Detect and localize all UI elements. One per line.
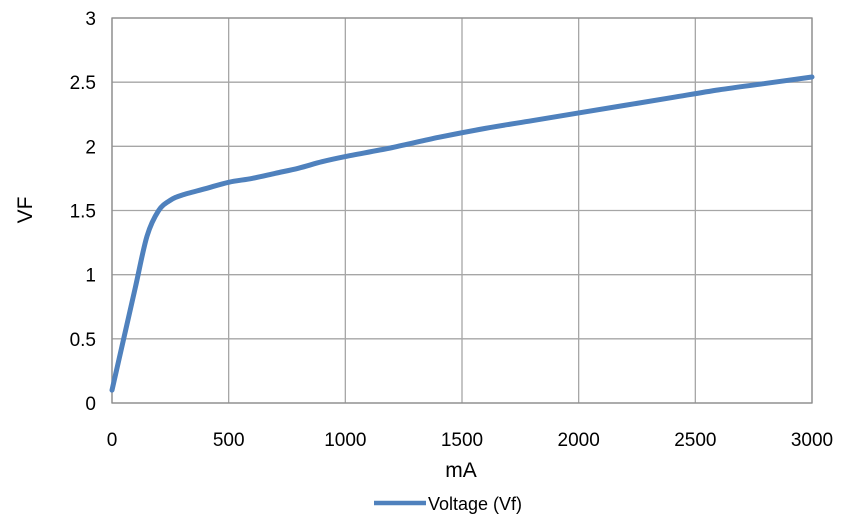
y-tick-label: 1: [85, 266, 96, 287]
y-tick-labels: 0 0.5 1 1.5 2 2.5 3: [70, 9, 96, 415]
series-layer: [109, 74, 815, 393]
y-tick-label: 0.5: [70, 330, 96, 351]
x-axis-label: mA: [445, 459, 477, 482]
y-tick-label: 3: [85, 9, 96, 30]
x-tick-label: 500: [213, 430, 245, 451]
y-tick-label: 1.5: [70, 202, 96, 223]
plot-area: [111, 17, 813, 404]
y-tick-label: 0: [85, 394, 96, 415]
y-tick-label: 2.5: [70, 73, 96, 94]
y-axis-label: VF: [14, 197, 37, 224]
x-tick-label: 1500: [441, 430, 483, 451]
x-tick-label: 2000: [558, 430, 600, 451]
x-tick-label: 2500: [674, 430, 716, 451]
series-line-voltage: [109, 74, 815, 393]
x-tick-label: 3000: [791, 430, 833, 451]
gridlines: [111, 17, 813, 404]
legend: Voltage (Vf): [374, 494, 522, 514]
x-tick-label: 1000: [324, 430, 366, 451]
x-tick-label: 0: [107, 430, 118, 451]
legend-label-voltage: Voltage (Vf): [428, 494, 522, 514]
y-tick-label: 2: [85, 137, 96, 158]
x-tick-labels: 0 500 1000 1500 2000 2500 3000: [107, 430, 833, 451]
